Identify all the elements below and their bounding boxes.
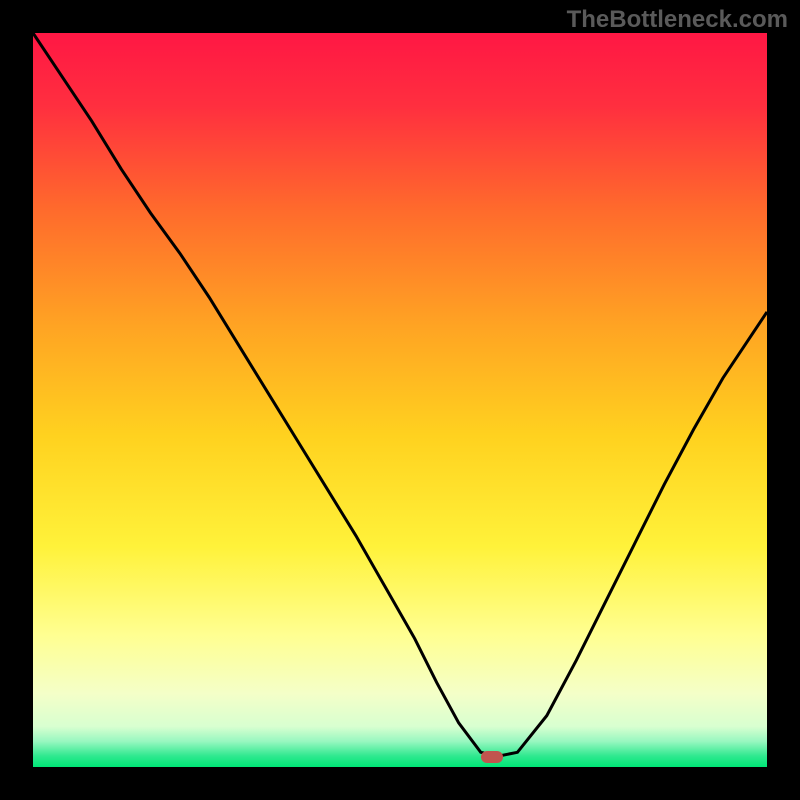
bottleneck-curve <box>33 33 767 756</box>
watermark-text: TheBottleneck.com <box>567 6 788 34</box>
plot-area <box>33 33 767 767</box>
optimal-marker <box>481 751 503 763</box>
chart-stage: TheBottleneck.com <box>0 0 800 800</box>
curve-svg <box>33 33 767 767</box>
